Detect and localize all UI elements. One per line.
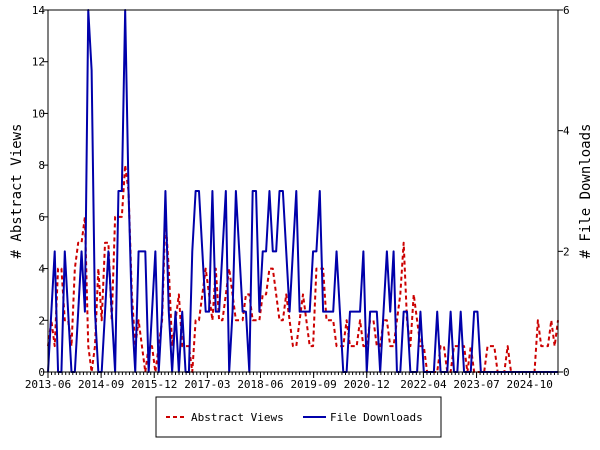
y-axis-right: 0 2 4 6 <box>558 4 570 379</box>
y-right-tick-label: 4 <box>563 125 570 138</box>
series-line-abstract-views <box>47 164 559 373</box>
x-tick-label: 2022-04 <box>400 378 447 391</box>
x-tick-label: 2020-12 <box>344 378 390 391</box>
y-left-tick-label: 0 <box>38 366 45 379</box>
x-tick-label: 2019-09 <box>290 378 336 391</box>
x-tick-label: 2015-12 <box>131 378 177 391</box>
y-left-tick-label: 2 <box>38 314 45 327</box>
x-tick-label: 2024-10 <box>506 378 552 391</box>
x-tick-label: 2023-07 <box>453 378 499 391</box>
series-layer <box>47 9 559 373</box>
y-axis-left: 0 2 4 6 8 10 12 14 <box>32 4 48 379</box>
x-tick-label: 2017-03 <box>184 378 230 391</box>
y-left-tick-label: 6 <box>38 211 45 224</box>
x-tick-label: 2014-09 <box>78 378 124 391</box>
y-right-tick-label: 0 <box>563 366 570 379</box>
y-left-tick-label: 4 <box>38 263 45 276</box>
y-left-tick-label: 12 <box>32 56 45 69</box>
y-left-tick-label: 14 <box>32 4 46 17</box>
y-left-tick-label: 8 <box>38 159 45 172</box>
legend-box <box>155 396 442 438</box>
y-left-tick-label: 10 <box>32 107 45 120</box>
y-axis-right-title: # File Downloads <box>578 124 594 259</box>
y-axis-left-title: # Abstract Views <box>9 124 25 259</box>
y-right-tick-label: 2 <box>563 245 570 258</box>
legend: Abstract Views File Downloads <box>155 396 442 438</box>
legend-label-file-downloads: File Downloads <box>330 411 423 424</box>
x-tick-label: 2013-06 <box>25 378 71 391</box>
series-line-file-downloads <box>47 9 558 373</box>
x-axis: 2013-06 2014-09 2015-12 2017-03 2018-06 2019-… <box>25 372 559 391</box>
y-right-tick-label: 6 <box>563 4 570 17</box>
legend-label-abstract-views: Abstract Views <box>191 411 284 424</box>
x-tick-label: 2018-06 <box>237 378 283 391</box>
